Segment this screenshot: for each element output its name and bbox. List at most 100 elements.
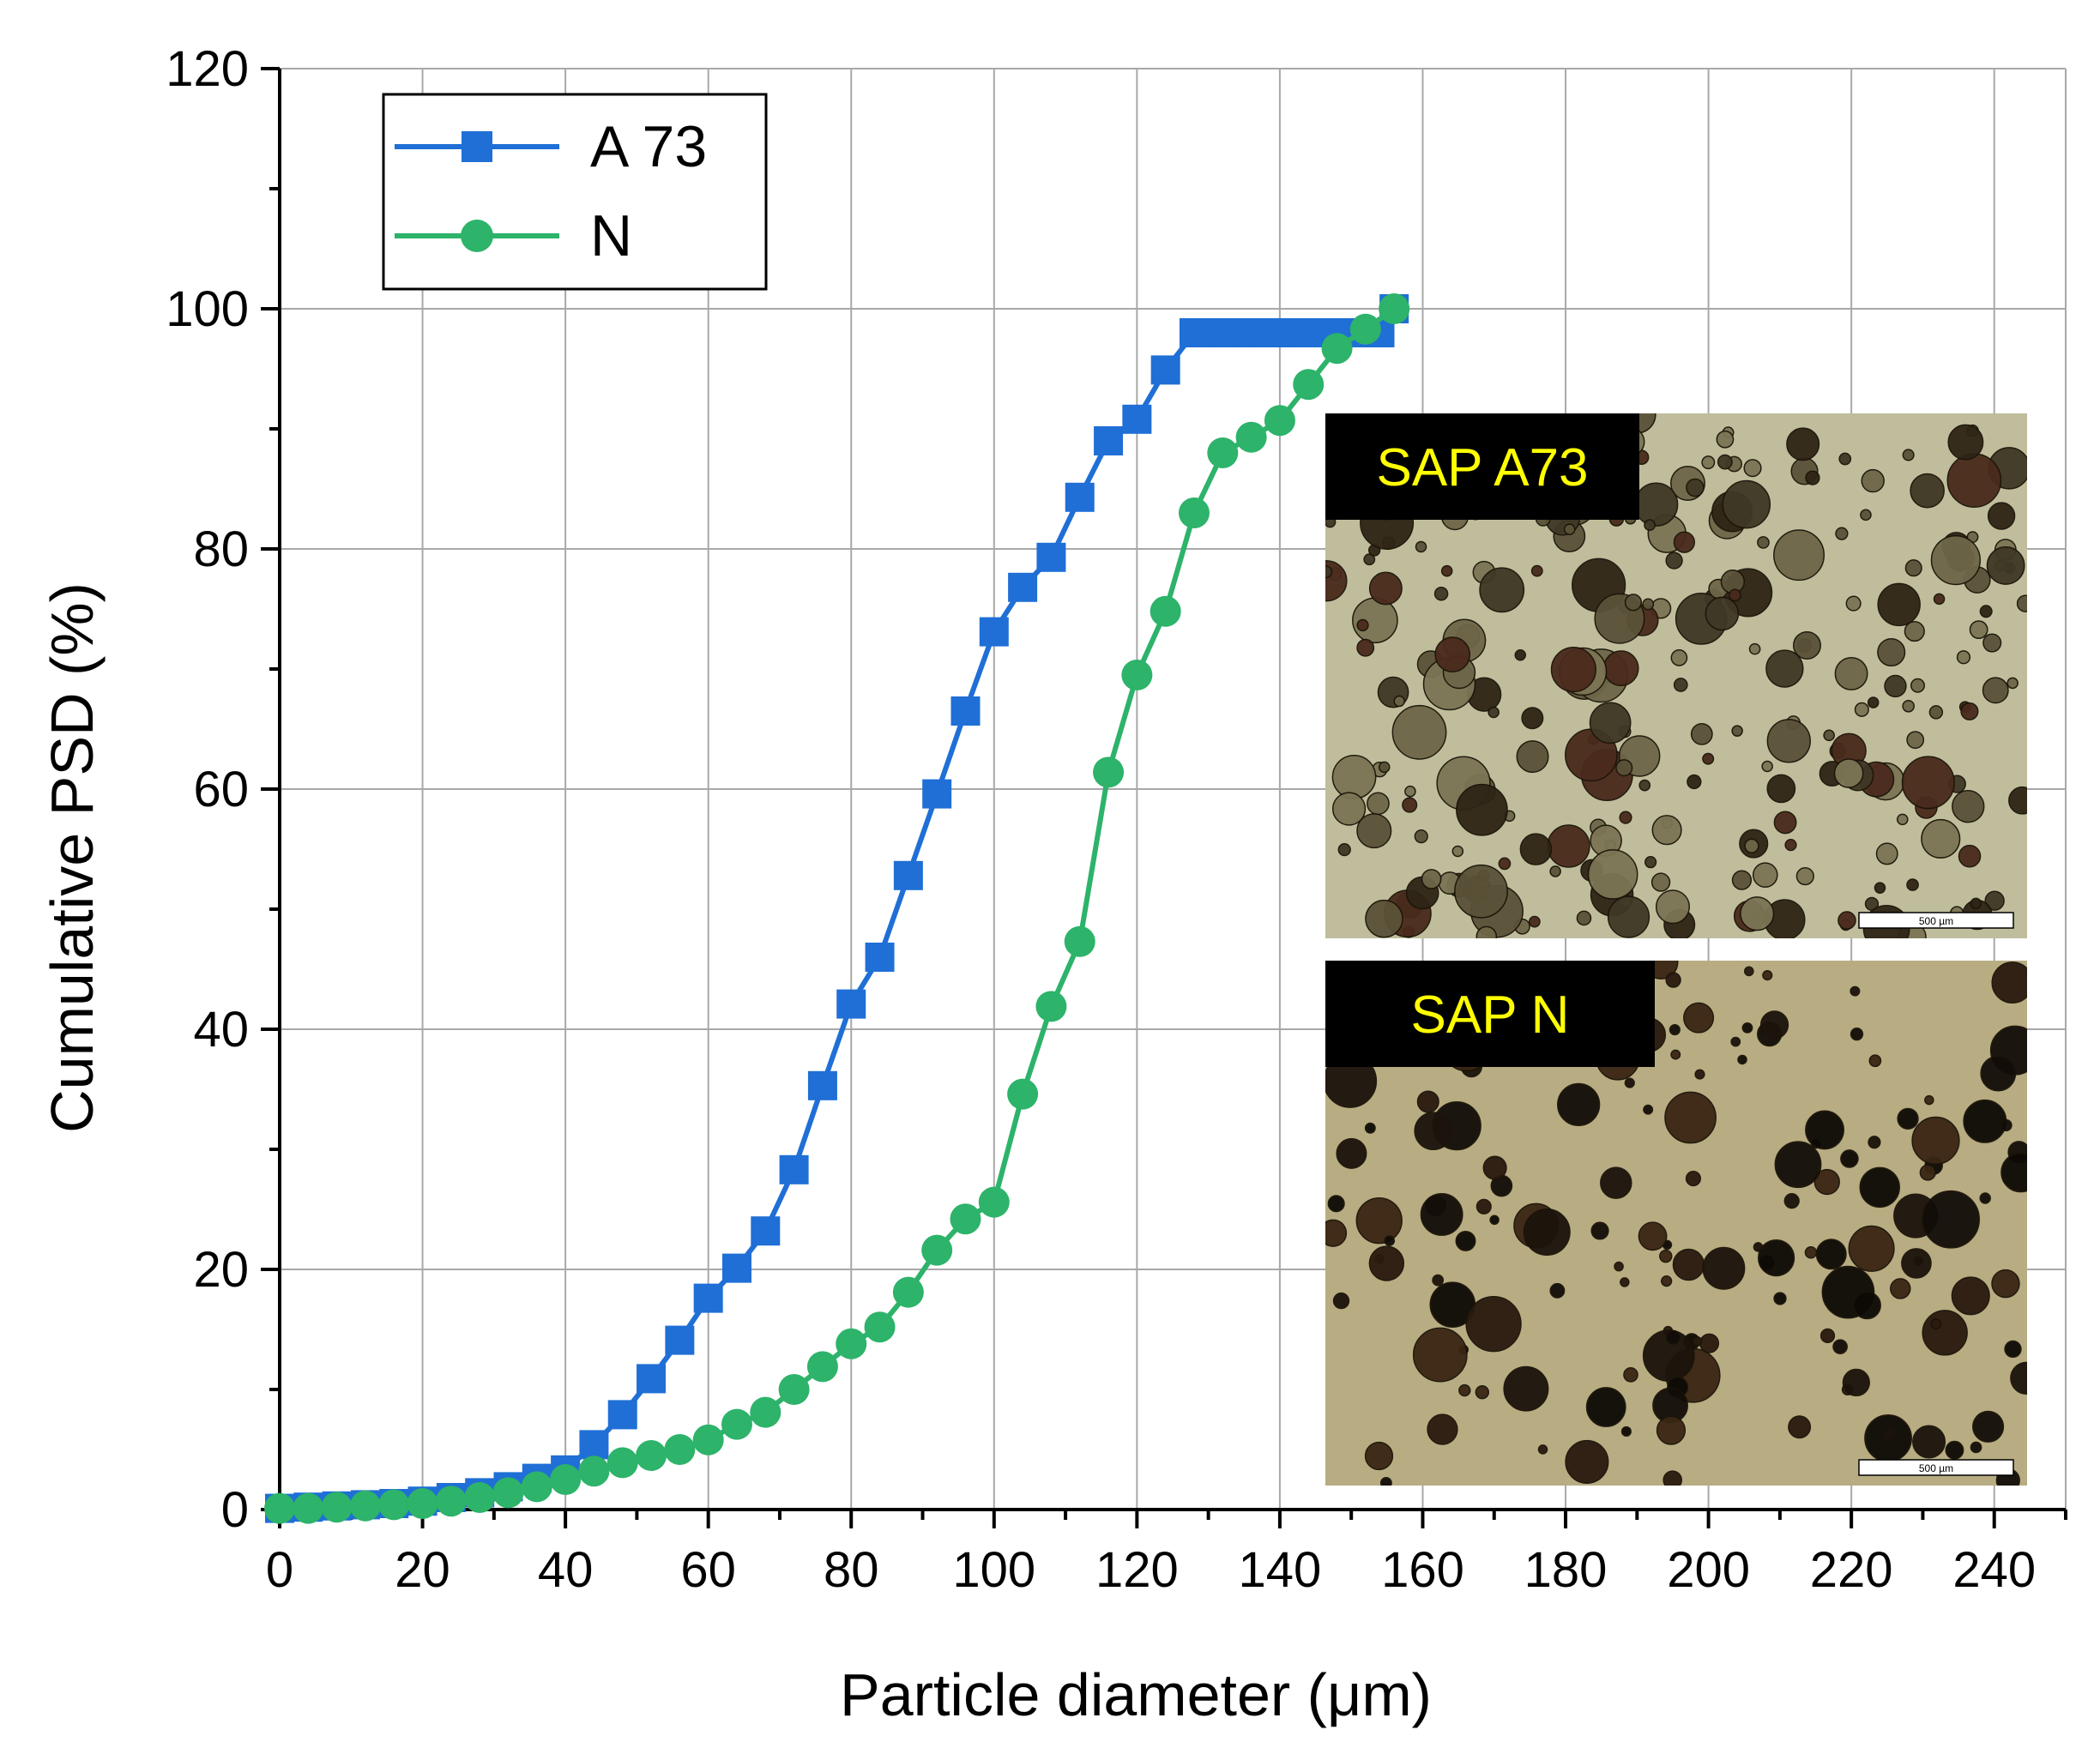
particle (1741, 1022, 1753, 1034)
particle (1412, 1327, 1468, 1383)
particle (1819, 1328, 1836, 1343)
particle (1364, 1122, 1376, 1134)
particle (1979, 1192, 1991, 1204)
data-point-a73 (950, 696, 981, 726)
particle (1687, 774, 1702, 790)
particle (1952, 789, 1985, 823)
data-point-n (836, 1328, 867, 1359)
particle (1415, 540, 1427, 553)
particle (1661, 1275, 1673, 1287)
data-point-n (806, 1351, 838, 1383)
data-point-n (721, 1408, 752, 1440)
particle (1656, 1415, 1687, 1445)
legend-label-n: N (590, 203, 632, 268)
particle (1458, 1383, 1471, 1397)
particle (1488, 706, 1500, 719)
data-point-a73 (1036, 542, 1066, 572)
particle (1391, 704, 1447, 760)
particle (1694, 1069, 1705, 1080)
particle (1619, 811, 1632, 824)
x-axis-title: Particle diameter (μm) (840, 1661, 1432, 1728)
data-point-n (550, 1464, 582, 1495)
particle (1414, 829, 1428, 844)
particle (1692, 1335, 1703, 1347)
tick-labels: 0 20 40 60 80 100 120 140 160 180 200 220 240 0 20 40 60… (166, 41, 2036, 1598)
particle (1774, 1141, 1822, 1189)
particle (1860, 509, 1872, 521)
particle (1530, 564, 1543, 577)
particle (1456, 783, 1508, 836)
particle (1685, 1171, 1702, 1187)
particle (1549, 1282, 1566, 1299)
particle (2008, 786, 2027, 815)
x-tick-label: 100 (952, 1542, 1035, 1598)
particle (1427, 1413, 1458, 1445)
particle (1980, 1055, 2017, 1092)
particle (1904, 559, 1922, 577)
inset-label-text: SAP N (1411, 985, 1570, 1045)
particle (1833, 758, 1864, 788)
data-point-n (521, 1471, 552, 1503)
particle (1958, 844, 1982, 868)
particle (1514, 648, 1527, 661)
particle (1765, 649, 1804, 688)
y-axis-title: Cumulative PSD (%) (39, 582, 106, 1133)
particle (1368, 571, 1403, 606)
inset-image-sap-a73: SAP A73 500 µm (1325, 413, 2027, 938)
inset-content (1325, 961, 2027, 1486)
data-point-n (1035, 991, 1067, 1022)
data-point-a73 (1008, 572, 1038, 602)
particle (1757, 536, 1770, 549)
y-tick-label: 80 (193, 521, 249, 577)
particle (1919, 1164, 1936, 1181)
legend-box (382, 93, 768, 291)
particle (1643, 1104, 1654, 1115)
particle (1670, 1049, 1681, 1060)
particle (1416, 1090, 1439, 1113)
particle (1786, 427, 1820, 461)
data-point-a73 (1150, 355, 1180, 385)
particle (1716, 430, 1735, 449)
particle (1434, 636, 1471, 672)
particle (1947, 424, 1984, 461)
scale-bar (1858, 1459, 2014, 1476)
particle (1498, 857, 1512, 871)
particle (1670, 649, 1688, 666)
particle (1662, 1470, 1682, 1486)
data-point-n (1007, 1078, 1039, 1110)
legend: A 73 N (382, 93, 768, 291)
data-point-n (864, 1311, 896, 1343)
legend-label-a73: A 73 (590, 114, 707, 179)
x-tick-label: 180 (1524, 1542, 1608, 1598)
particle (1951, 1276, 1990, 1316)
particle (1854, 702, 1869, 717)
legend-marker-square (462, 131, 492, 162)
particle (1902, 699, 1916, 713)
particle (1906, 731, 1925, 750)
particle (2006, 677, 2019, 690)
particle (1883, 1427, 1896, 1440)
particle (1874, 882, 1886, 894)
particle (1686, 478, 1705, 497)
data-point-n (750, 1396, 781, 1428)
particle (1602, 650, 1639, 687)
particle (1835, 527, 1849, 540)
data-point-n (321, 1492, 353, 1523)
particle (1421, 869, 1442, 889)
particle (1748, 642, 1761, 655)
particle (1921, 818, 1961, 859)
particle (1805, 1110, 1844, 1150)
particle (1759, 1010, 1789, 1040)
data-point-a73 (865, 943, 895, 972)
particle (1665, 552, 1683, 570)
data-point-n (892, 1276, 924, 1308)
particle (1336, 1137, 1367, 1169)
particle (1930, 1318, 1942, 1330)
particle (1624, 594, 1643, 612)
particle (1731, 870, 1753, 890)
particle (1659, 1249, 1673, 1263)
particle (1979, 605, 1993, 618)
data-point-n (464, 1482, 496, 1513)
particle (1946, 453, 2002, 508)
data-point-n (1379, 293, 1410, 324)
